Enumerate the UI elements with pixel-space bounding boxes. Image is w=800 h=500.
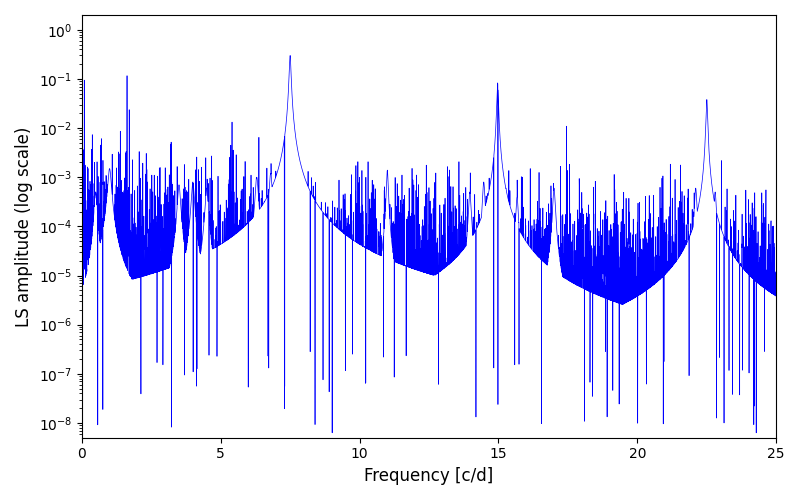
X-axis label: Frequency [c/d]: Frequency [c/d] — [364, 467, 494, 485]
Y-axis label: LS amplitude (log scale): LS amplitude (log scale) — [15, 126, 33, 326]
